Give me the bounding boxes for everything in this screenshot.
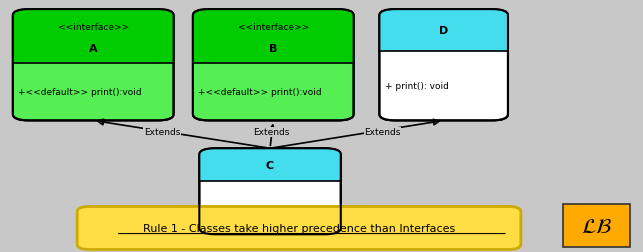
Text: D: D	[439, 26, 448, 36]
Text: Extends: Extends	[144, 128, 181, 137]
Bar	[13, 57, 174, 63]
FancyBboxPatch shape	[13, 10, 174, 63]
Bar	[193, 57, 354, 63]
Text: + print(): void: + print(): void	[385, 82, 448, 91]
Text: <<interface>>: <<interface>>	[58, 23, 129, 32]
Text: <<interface>>: <<interface>>	[238, 23, 309, 32]
Text: B: B	[269, 43, 278, 53]
FancyBboxPatch shape	[193, 10, 354, 121]
Bar	[379, 46, 508, 52]
Bar	[563, 204, 630, 247]
Text: +<<default>> print():void: +<<default>> print():void	[198, 88, 322, 97]
Text: Rule 1 - Classes take higher precedence than Interfaces: Rule 1 - Classes take higher precedence …	[143, 223, 455, 233]
FancyBboxPatch shape	[379, 10, 508, 121]
FancyBboxPatch shape	[13, 10, 174, 121]
FancyBboxPatch shape	[199, 149, 341, 234]
FancyBboxPatch shape	[77, 207, 521, 249]
Text: Extends: Extends	[253, 128, 290, 137]
Text: Extends: Extends	[365, 128, 401, 137]
FancyBboxPatch shape	[199, 149, 341, 181]
FancyBboxPatch shape	[379, 10, 508, 52]
Text: A: A	[89, 43, 98, 53]
Text: +<<default>> print():void: +<<default>> print():void	[18, 88, 141, 97]
Text: C: C	[266, 160, 274, 170]
FancyBboxPatch shape	[193, 10, 354, 63]
Bar	[199, 175, 341, 181]
Text: $\mathcal{LB}$: $\mathcal{LB}$	[581, 215, 612, 236]
